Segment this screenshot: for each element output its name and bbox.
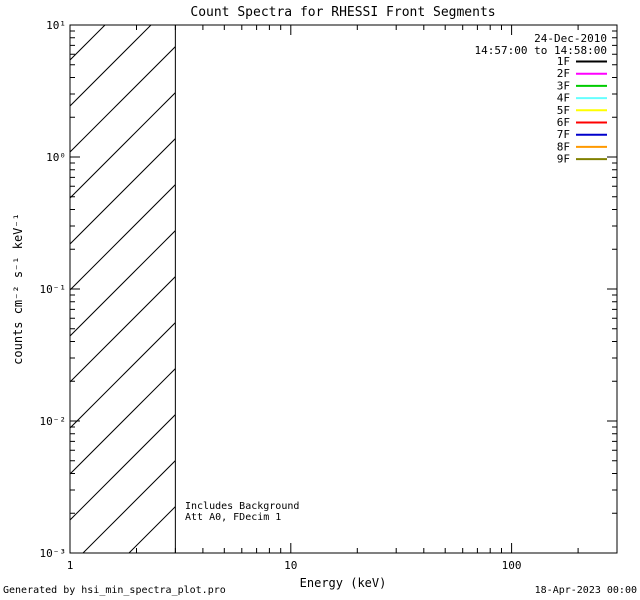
legend-entry-6F: 6F [557, 116, 607, 129]
x-tick-label: 100 [502, 559, 522, 572]
legend-entry-label: 4F [557, 92, 570, 105]
legend-time-range: 14:57:00 to 14:58:00 [475, 44, 607, 57]
legend-entry-label: 2F [557, 67, 570, 80]
y-tick-label: 10¹ [46, 19, 66, 32]
y-tick-label: 10⁻³ [40, 547, 67, 560]
hatch-line [70, 367, 176, 475]
hatch-line [70, 413, 176, 521]
legend-entry-label: 7F [557, 128, 570, 141]
hatch-line [82, 459, 176, 553]
legend-entry-3F: 3F [557, 79, 607, 92]
hatch-line [70, 91, 176, 199]
x-axis-title: Energy (keV) [300, 576, 387, 590]
hatch-line [70, 229, 176, 337]
legend-entry-2F: 2F [557, 67, 607, 80]
legend-entry-7F: 7F [557, 128, 607, 141]
chart-title: Count Spectra for RHESSI Front Segments [190, 5, 495, 20]
legend-entry-1F: 1F [557, 55, 607, 68]
legend-entry-label: 9F [557, 153, 570, 166]
annotation-attenuator-state: Att A0, FDecim 1 [185, 512, 281, 523]
legend-entry-label: 6F [557, 116, 570, 129]
hatch-line [70, 275, 176, 383]
legend-entry-label: 3F [557, 79, 570, 92]
y-axis-title: counts cm⁻² s⁻¹ keV⁻¹ [11, 213, 25, 365]
axis-ticks-layer [69, 24, 618, 554]
y-tick-label: 10⁻¹ [40, 283, 67, 296]
legend-entry-8F: 8F [557, 140, 607, 153]
y-tick-label: 10⁰ [46, 151, 66, 164]
legend-entry-9F: 9F [557, 153, 607, 166]
x-tick-label: 10 [284, 559, 297, 572]
legend-date: 24-Dec-2010 [534, 32, 607, 45]
legend-entry-5F: 5F [557, 104, 607, 117]
legend-entry-label: 8F [557, 140, 570, 153]
axis-tick-marks [69, 24, 618, 554]
legend-entry-4F: 4F [557, 92, 607, 105]
hatch-line [70, 45, 176, 153]
legend-entry-label: 1F [557, 55, 570, 68]
legend-entry-label: 5F [557, 104, 570, 117]
footer-timestamp: 18-Apr-2023 00:00 [535, 585, 637, 596]
hatch-line [174, 551, 176, 553]
x-tick-labels: 1 10 100 [67, 559, 522, 572]
footer-generated-by: Generated by hsi_min_spectra_plot.pro [3, 585, 226, 596]
y-tick-label: 10⁻² [40, 415, 67, 428]
hatched-no-data-region [70, 25, 176, 553]
x-tick-label: 1 [67, 559, 74, 572]
annotation-includes-background: Includes Background [185, 501, 299, 512]
plot-frame [69, 24, 618, 554]
y-tick-labels: 10⁻³ 10⁻² 10⁻¹ 10⁰ 10¹ [40, 19, 67, 560]
